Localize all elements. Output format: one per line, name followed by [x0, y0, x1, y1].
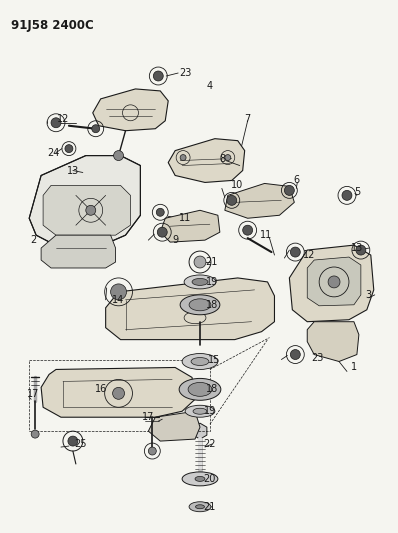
- Text: 25: 25: [74, 439, 87, 449]
- Text: 2: 2: [30, 235, 36, 245]
- Circle shape: [92, 125, 100, 133]
- Circle shape: [180, 155, 186, 160]
- Polygon shape: [93, 89, 168, 131]
- Text: 19: 19: [206, 277, 218, 287]
- Ellipse shape: [188, 382, 212, 397]
- Text: 13: 13: [351, 243, 363, 253]
- Circle shape: [227, 196, 237, 205]
- Circle shape: [65, 144, 73, 152]
- Text: 4: 4: [207, 81, 213, 91]
- Text: 23: 23: [311, 352, 323, 362]
- Circle shape: [68, 436, 78, 446]
- Circle shape: [86, 205, 96, 215]
- Ellipse shape: [182, 472, 218, 486]
- Ellipse shape: [191, 358, 209, 366]
- Text: 18: 18: [206, 384, 218, 394]
- Polygon shape: [307, 257, 361, 306]
- Circle shape: [194, 256, 206, 268]
- Circle shape: [51, 118, 61, 128]
- Text: 11: 11: [179, 213, 191, 223]
- Text: 21: 21: [204, 502, 216, 512]
- Polygon shape: [225, 183, 295, 218]
- Polygon shape: [193, 423, 207, 439]
- Text: 20: 20: [204, 474, 216, 484]
- Text: 5: 5: [354, 188, 360, 197]
- Ellipse shape: [192, 278, 208, 285]
- Ellipse shape: [189, 299, 211, 311]
- Text: 11: 11: [260, 230, 273, 240]
- Text: 10: 10: [230, 181, 243, 190]
- Ellipse shape: [182, 353, 218, 369]
- Text: 6: 6: [293, 175, 299, 185]
- Text: 17: 17: [142, 412, 154, 422]
- Ellipse shape: [195, 477, 205, 481]
- Circle shape: [111, 284, 127, 300]
- Circle shape: [291, 247, 300, 257]
- Polygon shape: [29, 156, 140, 248]
- Text: 3: 3: [366, 290, 372, 300]
- Text: 16: 16: [95, 384, 107, 394]
- Ellipse shape: [179, 378, 221, 400]
- Circle shape: [225, 155, 231, 160]
- Circle shape: [328, 276, 340, 288]
- Text: 12: 12: [303, 250, 315, 260]
- Polygon shape: [289, 245, 374, 322]
- Circle shape: [285, 185, 295, 196]
- Text: 21: 21: [206, 257, 218, 267]
- Text: 24: 24: [47, 148, 59, 158]
- Polygon shape: [307, 322, 359, 361]
- Circle shape: [156, 208, 164, 216]
- Circle shape: [113, 387, 125, 399]
- Text: 18: 18: [206, 300, 218, 310]
- Text: 13: 13: [67, 166, 79, 175]
- Circle shape: [153, 71, 163, 81]
- Text: 91J58 2400C: 91J58 2400C: [11, 19, 94, 33]
- Text: 17: 17: [27, 389, 39, 399]
- Polygon shape: [148, 411, 200, 441]
- Circle shape: [157, 227, 167, 237]
- Polygon shape: [41, 235, 115, 268]
- Text: 8: 8: [220, 154, 226, 164]
- Text: 23: 23: [179, 68, 191, 78]
- Polygon shape: [43, 185, 131, 235]
- Ellipse shape: [185, 405, 215, 417]
- Text: 22: 22: [204, 439, 216, 449]
- Polygon shape: [168, 139, 245, 182]
- Circle shape: [342, 190, 352, 200]
- Ellipse shape: [189, 502, 211, 512]
- Polygon shape: [105, 278, 275, 340]
- Ellipse shape: [180, 295, 220, 315]
- Ellipse shape: [195, 505, 205, 508]
- Circle shape: [356, 245, 366, 255]
- Polygon shape: [160, 211, 220, 242]
- Text: 7: 7: [244, 114, 251, 124]
- Polygon shape: [41, 367, 195, 417]
- Circle shape: [113, 151, 123, 160]
- Text: 15: 15: [208, 354, 220, 365]
- Ellipse shape: [184, 275, 216, 289]
- Text: 12: 12: [57, 114, 69, 124]
- Text: 1: 1: [351, 362, 357, 373]
- Circle shape: [31, 430, 39, 438]
- Text: 9: 9: [172, 235, 178, 245]
- Circle shape: [243, 225, 253, 235]
- Text: 14: 14: [113, 295, 125, 305]
- Circle shape: [148, 447, 156, 455]
- Text: 19: 19: [204, 406, 216, 416]
- Ellipse shape: [193, 408, 207, 414]
- Circle shape: [291, 350, 300, 360]
